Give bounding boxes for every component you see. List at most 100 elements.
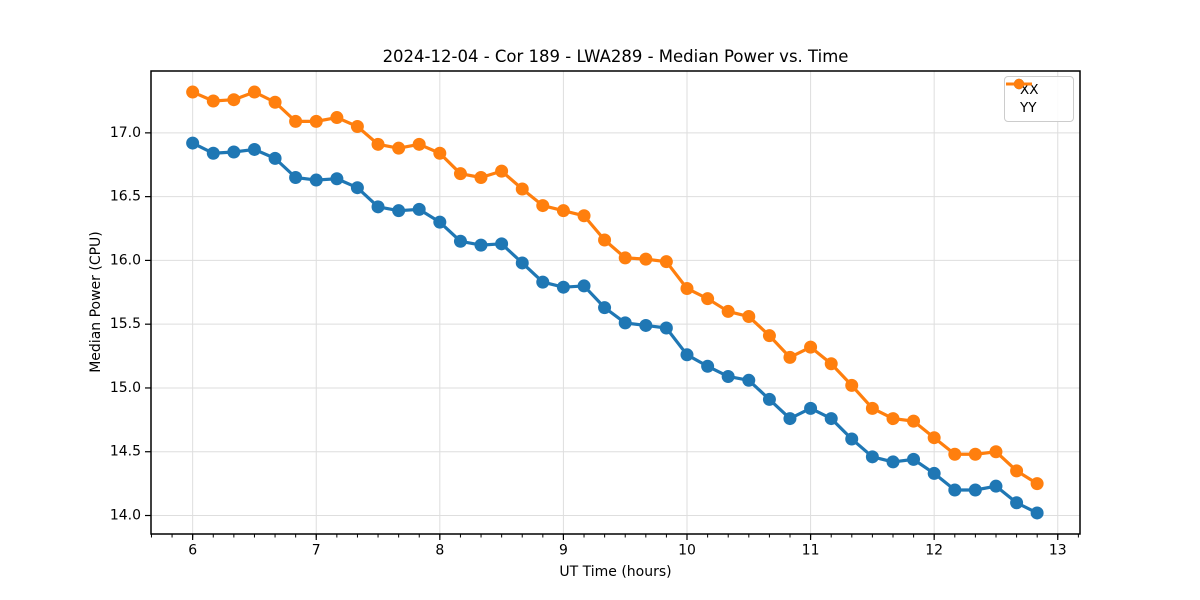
y-axis-label: Median Power (CPU) [88,231,104,373]
series-yy-point [907,414,921,428]
x-tick-label: 13 [1049,543,1067,559]
series-xx-point [330,172,344,186]
series-yy-point [804,340,818,354]
series-yy-point [556,204,570,218]
series-xx-point [289,171,303,185]
series-xx-point [227,145,241,159]
series-xx-point [618,316,632,330]
x-tick-label: 12 [925,543,943,559]
series-xx-point [742,373,756,387]
series-xx-point [433,215,447,229]
series-xx-point [1030,506,1044,520]
series-xx-point [268,151,282,165]
series-yy-point [206,94,220,108]
series-yy-point [948,447,962,461]
series-yy-point [968,447,982,461]
series-yy-point [227,93,241,107]
series-yy-point [268,95,282,109]
y-tick-label: 16.0 [110,252,141,268]
series-xx-point [721,369,735,383]
series-xx-point [680,348,694,362]
series-xx-point [639,318,653,332]
y-tick-label: 14.0 [110,508,141,524]
series-yy-point [639,252,653,266]
series-xx-point [659,321,673,335]
series-yy-point [989,445,1003,459]
x-tick-label: 11 [802,543,820,559]
series-yy-point [659,255,673,269]
x-tick-label: 8 [435,543,444,559]
series-yy-point [845,378,859,392]
series-xx-point [474,238,488,252]
y-tick-label: 16.5 [110,189,141,205]
series-xx-point [907,452,921,466]
y-tick-label: 17.0 [110,125,141,141]
series-yy-point [1030,477,1044,491]
series-yy-point [536,199,550,213]
y-tick-label: 14.5 [110,444,141,460]
series-xx-point [392,204,406,218]
series-xx-point [927,466,941,480]
series-xx-point [804,401,818,415]
x-tick-label: 6 [188,543,197,559]
series-yy-point [762,329,776,343]
series-yy-point [289,114,303,128]
series-yy-point [350,119,364,133]
series-xx-point [495,237,509,251]
series-yy-point [330,111,344,125]
series-yy-point [392,141,406,155]
series-yy-point [927,431,941,445]
series-yy-point [309,114,323,128]
series-xx-point [865,450,879,464]
series-xx-point [701,359,715,373]
series-yy-point [865,401,879,415]
series-yy-point [474,171,488,185]
series-xx-point [1010,496,1024,510]
series-yy-point [495,164,509,178]
series-yy-point [371,137,385,151]
series-yy-point [783,350,797,364]
series-xx-point [350,181,364,195]
series-xx-point [515,256,529,270]
x-axis-label: UT Time (hours) [559,564,672,580]
series-xx-point [845,432,859,446]
series-yy-point [515,182,529,196]
series-yy-point [886,412,900,426]
series-yy-point [412,137,426,151]
series-yy-point [680,281,694,295]
legend-label-xx: XX [1020,81,1039,98]
legend-swatch-yy-line-icon [1006,78,1032,90]
series-yy-point [618,251,632,265]
series-xx-point [989,479,1003,493]
series-xx-point [247,142,261,156]
series-xx-point [453,234,467,248]
series-xx-point [598,301,612,315]
series-yy-point [1010,464,1024,478]
series-xx-point [783,412,797,426]
series-xx-point [206,146,220,160]
series-yy-point [186,85,200,99]
series-xx-point [968,483,982,497]
series-yy-point [433,146,447,160]
series-xx-point [186,136,200,150]
x-tick-label: 10 [678,543,696,559]
series-xx-point [762,392,776,406]
legend-item-yy: YY [1006,78,1067,116]
series-xx-point [412,202,426,216]
series-xx-point [886,455,900,469]
chart-title: 2024-12-04 - Cor 189 - LWA289 - Median P… [382,47,849,66]
series-yy-point [598,233,612,247]
series-xx-point [948,483,962,497]
series-yy-point [577,209,591,223]
x-tick-label: 7 [312,543,321,559]
series-xx-point [309,173,323,187]
y-tick-label: 15.0 [110,380,141,396]
x-tick-label: 9 [559,543,568,559]
series-yy-point [824,357,838,371]
series-xx-point [536,275,550,289]
plot-border [150,70,1081,535]
series-xx-point [556,280,570,294]
series-xx-point [577,279,591,293]
legend: XX YY [1004,76,1074,122]
